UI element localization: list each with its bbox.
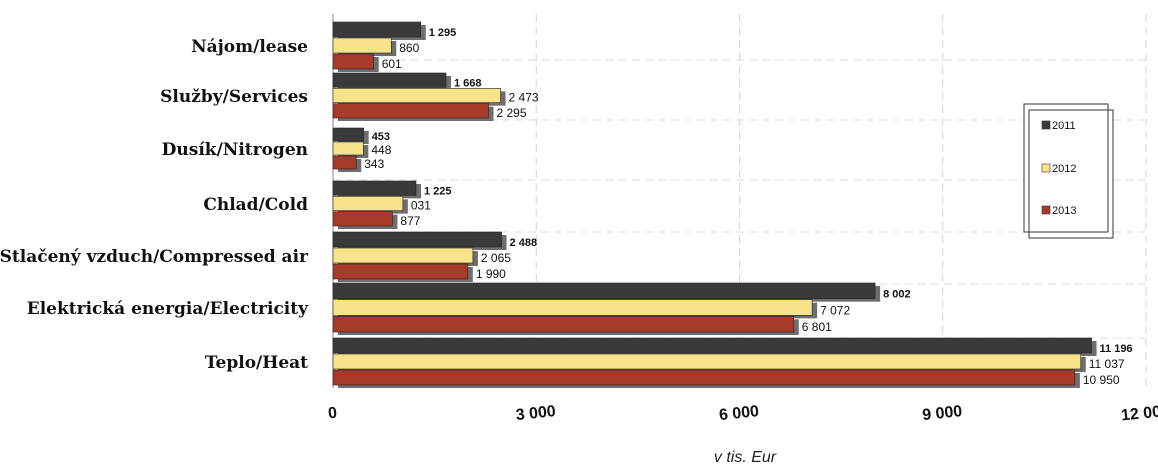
bar-2012 <box>332 88 501 103</box>
x-tick-label: 3 000 <box>515 403 557 424</box>
legend: 2011 2012 2013 <box>1023 103 1114 239</box>
legend-swatch-2012 <box>1041 163 1051 173</box>
bar-2011 <box>332 127 364 142</box>
category-label: Dusík/Nitrogen <box>162 140 308 160</box>
bar-2012 <box>332 299 813 316</box>
data-label-2013: 601 <box>382 57 402 71</box>
bar-2011 <box>332 21 422 38</box>
data-label-2011: 1 295 <box>429 27 457 39</box>
bar-2011 <box>332 72 447 88</box>
category-label: Služby/Services <box>160 87 308 107</box>
legend-label-2013: 2013 <box>1052 205 1076 217</box>
x-tick-labels: 0 3 000 6 000 9 000 12 000 <box>327 403 1158 425</box>
category-label: Stlačený vzduch/Compressed air <box>0 247 309 267</box>
bar-2011 <box>332 337 1092 354</box>
bar-2012 <box>332 247 474 264</box>
bars <box>332 21 1097 388</box>
bar-2011 <box>332 231 502 248</box>
category-label: Nájom/lease <box>191 37 308 57</box>
bar-2012 <box>332 37 392 54</box>
data-label-2011: 453 <box>372 131 390 143</box>
data-label-2013: 1 990 <box>476 267 506 281</box>
legend-label-2011: 2011 <box>1052 120 1076 132</box>
data-label-2011: 2 488 <box>510 237 538 249</box>
legend-swatch-2013 <box>1041 205 1051 215</box>
bar-2012 <box>332 196 404 211</box>
bar-2011 <box>332 282 876 299</box>
bar-2012 <box>332 141 364 156</box>
data-label-2011: 8 002 <box>883 289 911 301</box>
data-label-2012: 031 <box>411 199 431 213</box>
data-label-2013: 2 295 <box>496 106 526 120</box>
bar-2013 <box>332 155 357 170</box>
data-label-2012: 11 037 <box>1089 357 1125 371</box>
bar-2013 <box>332 103 489 119</box>
bar-2011 <box>332 180 417 196</box>
legend-label-2012: 2012 <box>1052 163 1076 175</box>
x-tick-label: 9 000 <box>921 403 963 424</box>
data-label-2012: 860 <box>399 41 419 55</box>
x-tick-label: 6 000 <box>718 403 760 424</box>
x-axis-title: v tis. Eur <box>714 449 777 466</box>
bar-2013 <box>332 211 393 227</box>
data-label-2012: 7 072 <box>820 303 850 317</box>
bar-2013 <box>332 53 375 70</box>
data-label-2011: 1 668 <box>454 77 482 89</box>
bar-2012 <box>332 353 1082 370</box>
data-label-2012: 2 473 <box>509 91 539 105</box>
bar-2013 <box>332 369 1076 386</box>
category-labels: Nájom/lease Služby/Services Dusík/Nitrogen… <box>0 37 309 373</box>
x-tick-label: 12 000 <box>1120 403 1158 425</box>
data-label-2012: 448 <box>371 143 391 157</box>
legend-swatch-2011 <box>1041 120 1051 130</box>
data-label-2012: 2 065 <box>481 251 511 265</box>
category-label: Teplo/Heat <box>205 353 308 373</box>
data-label-2013: 10 950 <box>1083 373 1120 387</box>
data-label-2013: 343 <box>364 157 384 171</box>
category-label: Chlad/Cold <box>203 195 308 215</box>
data-label-2011: 1 225 <box>424 185 452 197</box>
data-label-2011: 11 196 <box>1100 343 1133 355</box>
data-label-2013: 877 <box>400 214 420 228</box>
x-tick-label: 0 <box>327 405 338 423</box>
data-label-2013: 6 801 <box>802 320 832 334</box>
bar-2013 <box>332 263 469 280</box>
bar-2013 <box>332 316 795 333</box>
category-label: Elektrická energia/Electricity <box>27 299 309 319</box>
legend-frame-shadow <box>1028 109 1114 239</box>
legend-frame <box>1023 103 1109 233</box>
